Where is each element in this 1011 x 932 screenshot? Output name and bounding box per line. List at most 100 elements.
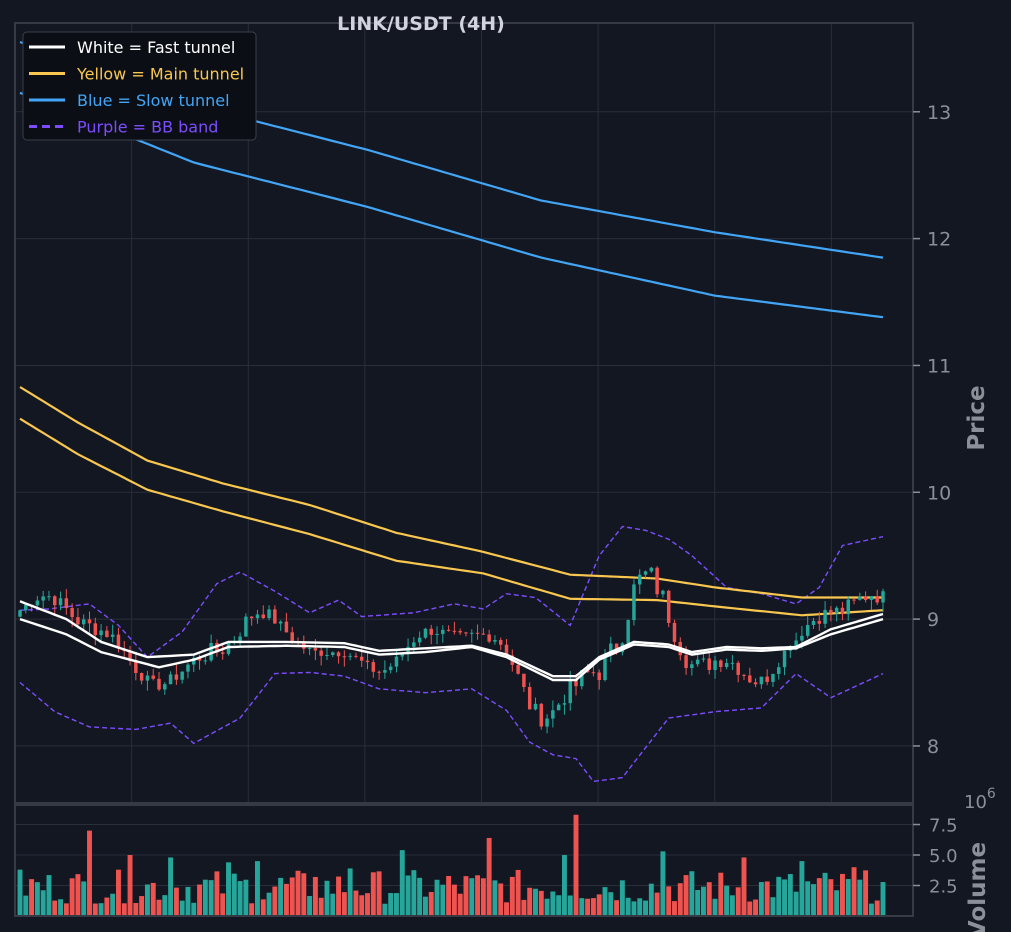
candle-body <box>110 634 115 637</box>
volume-bar <box>614 900 620 916</box>
volume-bar <box>220 893 226 916</box>
candle-body <box>116 634 121 649</box>
candle-body <box>493 640 497 642</box>
volume-bar <box>724 885 730 916</box>
candle-body <box>858 596 862 600</box>
volume-bar <box>857 879 863 916</box>
volume-bar <box>104 897 110 916</box>
volume-bar <box>874 900 880 916</box>
volume-bar <box>712 898 718 916</box>
candle-body <box>568 679 572 704</box>
volume-bar <box>312 876 318 916</box>
volume-bar <box>144 884 150 916</box>
volume-bar <box>579 898 585 916</box>
volume-bar <box>266 892 272 916</box>
candle-body <box>591 672 596 674</box>
candle-body <box>458 631 462 633</box>
volume-bar <box>87 830 92 916</box>
candle-body <box>649 567 654 572</box>
candle-body <box>151 675 155 679</box>
candle-body <box>163 684 167 690</box>
volume-bar <box>608 892 614 916</box>
volume-bar <box>509 876 515 916</box>
candle-body <box>464 632 468 634</box>
candle-body <box>580 670 584 687</box>
candle-body <box>672 622 677 642</box>
volume-tick-label: 7.5 <box>929 816 958 837</box>
volume-bar <box>307 895 313 916</box>
candle-body <box>435 633 439 635</box>
volume-bar <box>776 876 782 916</box>
volume-bar <box>318 897 324 916</box>
volume-bar <box>764 881 770 916</box>
volume-bar <box>585 898 591 916</box>
volume-bar <box>336 876 342 916</box>
candle-body <box>186 664 190 672</box>
candle-body <box>788 649 793 651</box>
volume-bar <box>625 897 631 916</box>
candle-body <box>429 628 433 635</box>
candle-body <box>759 676 764 685</box>
candle-body <box>139 673 144 681</box>
volume-bar <box>428 892 434 916</box>
candle-body <box>81 619 86 625</box>
candle-body <box>881 591 885 603</box>
candle-body <box>244 616 248 637</box>
volume-bar <box>168 857 174 916</box>
candle-body <box>400 653 405 657</box>
volume-bar <box>133 903 139 916</box>
volume-bar <box>330 893 336 916</box>
candle-body <box>371 662 376 672</box>
candle-body <box>863 596 868 600</box>
candle-body <box>840 607 845 615</box>
legend-label: Yellow = Main tunnel <box>76 65 244 84</box>
candle-body <box>782 650 787 668</box>
main-tunnel <box>19 386 884 617</box>
volume-bar <box>851 867 857 916</box>
volume-bar <box>753 899 759 916</box>
volume-bar <box>434 879 440 916</box>
volume-bar <box>544 898 550 916</box>
candle-body <box>273 609 277 624</box>
candle-body <box>307 648 312 650</box>
candle-body <box>215 642 219 653</box>
candle-body <box>707 658 711 670</box>
legend: White = Fast tunnel Yellow = Main tunnel B… <box>22 31 257 141</box>
volume-bar <box>475 875 481 916</box>
volume-bar <box>729 895 735 916</box>
candle-body <box>319 650 323 656</box>
volume-bar <box>173 887 179 916</box>
volume-axis-label: Volume <box>965 842 991 932</box>
volume-bar <box>324 880 330 916</box>
candle-body <box>290 632 294 642</box>
legend-label: Blue = Slow tunnel <box>77 91 230 110</box>
candle-body <box>551 710 555 719</box>
candle-body <box>348 655 352 657</box>
candle-body <box>76 617 80 625</box>
candle-body <box>336 652 341 657</box>
candle-body <box>174 674 179 680</box>
volume-bar <box>561 855 567 916</box>
candle-body <box>724 662 729 668</box>
candle-body <box>794 640 798 650</box>
volume-bar <box>822 872 828 916</box>
volume-bar <box>376 871 382 916</box>
fast-tunnel <box>19 600 884 682</box>
price-tick-label: 13 <box>927 102 951 124</box>
volume-bar <box>185 886 191 916</box>
volume-bar <box>81 881 87 916</box>
candle-body <box>267 609 271 618</box>
volume-bar <box>341 892 347 916</box>
price-tick-label: 10 <box>927 482 951 504</box>
volume-bar <box>735 887 741 916</box>
volume-bar <box>191 902 197 916</box>
volume-bar <box>706 882 712 916</box>
volume-bar <box>538 890 544 916</box>
candle-body <box>562 703 567 705</box>
candle-body <box>533 703 538 710</box>
volume-bar <box>619 880 625 916</box>
volume-bar <box>787 874 793 916</box>
candle-body <box>278 621 283 624</box>
volume-bar <box>695 890 701 916</box>
